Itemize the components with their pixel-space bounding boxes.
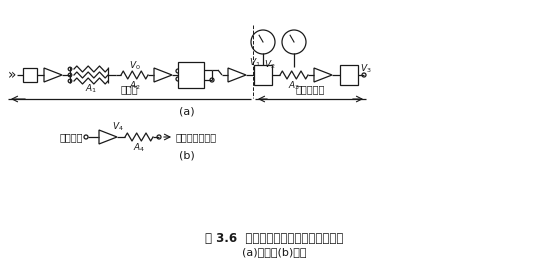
Text: $V_4$: $V_4$ bbox=[112, 121, 124, 133]
Text: 声级计: 声级计 bbox=[120, 84, 138, 94]
Circle shape bbox=[176, 69, 180, 73]
Text: $A_1$: $A_1$ bbox=[85, 83, 97, 95]
Circle shape bbox=[251, 30, 275, 54]
Circle shape bbox=[84, 135, 88, 139]
Text: 输出到分析仪器: 输出到分析仪器 bbox=[176, 132, 217, 142]
Polygon shape bbox=[99, 130, 117, 144]
Text: $V_0$: $V_0$ bbox=[129, 60, 141, 72]
Text: $A_3$: $A_3$ bbox=[288, 80, 300, 92]
Polygon shape bbox=[154, 68, 172, 82]
Bar bbox=[340, 65, 358, 85]
Circle shape bbox=[362, 73, 366, 77]
Text: »: » bbox=[8, 68, 16, 82]
Text: (b): (b) bbox=[179, 150, 195, 160]
Circle shape bbox=[176, 77, 180, 81]
Text: 图 3.6  声级计和磁带记录仪的组合系统: 图 3.6 声级计和磁带记录仪的组合系统 bbox=[205, 231, 343, 245]
Bar bbox=[254, 65, 272, 85]
Circle shape bbox=[210, 78, 214, 82]
Text: $A_4$: $A_4$ bbox=[133, 142, 145, 154]
Circle shape bbox=[68, 67, 72, 71]
Circle shape bbox=[282, 30, 306, 54]
Text: $V_3$: $V_3$ bbox=[360, 63, 372, 75]
Text: $V_2$: $V_2$ bbox=[264, 59, 276, 71]
Circle shape bbox=[157, 135, 161, 139]
Circle shape bbox=[68, 79, 72, 83]
Text: (a): (a) bbox=[179, 106, 195, 116]
Text: $V_1$: $V_1$ bbox=[249, 57, 261, 69]
Text: $A_2$: $A_2$ bbox=[129, 80, 141, 92]
Polygon shape bbox=[44, 68, 62, 82]
Text: (a)录制；(b)放音: (a)录制；(b)放音 bbox=[242, 247, 306, 257]
Circle shape bbox=[68, 73, 72, 77]
Polygon shape bbox=[228, 68, 246, 82]
Bar bbox=[178, 62, 204, 88]
Bar bbox=[23, 68, 37, 82]
Text: 磁带记录仪: 磁带记录仪 bbox=[295, 84, 324, 94]
Polygon shape bbox=[314, 68, 332, 82]
Text: 接磁带头: 接磁带头 bbox=[60, 132, 83, 142]
